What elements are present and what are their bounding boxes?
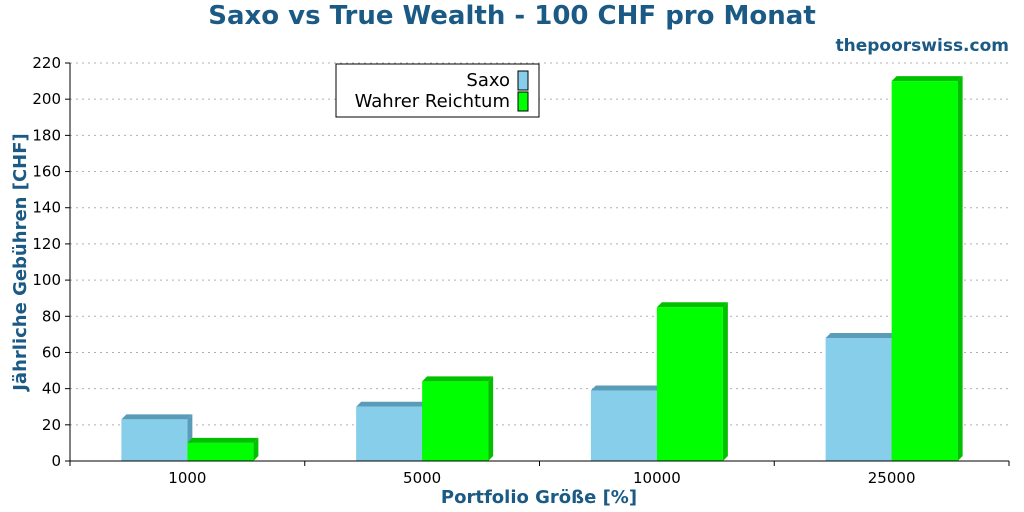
bar-front xyxy=(590,390,657,461)
legend: Saxo Wahrer Reichtum xyxy=(335,63,540,118)
x-tick-label: 25000 xyxy=(868,469,916,487)
legend-swatch-wahrer-reichtum xyxy=(517,91,529,112)
bar xyxy=(121,414,193,461)
bar xyxy=(356,401,428,461)
y-tick-label: 60 xyxy=(42,343,61,361)
y-tick-label: 180 xyxy=(32,126,61,144)
bar-top xyxy=(891,76,963,82)
bar-top xyxy=(356,401,428,407)
bar-top xyxy=(422,376,494,382)
bar xyxy=(590,385,662,461)
bar xyxy=(656,302,728,461)
legend-label-saxo: Saxo xyxy=(466,70,510,91)
y-tick-label: 220 xyxy=(32,54,61,72)
y-tick-label: 80 xyxy=(42,307,61,325)
bar xyxy=(187,437,259,461)
grid-lines xyxy=(70,62,1009,426)
chart-title: Saxo vs True Wealth - 100 CHF pro Monat xyxy=(208,1,816,31)
y-tick-label: 0 xyxy=(51,452,61,470)
x-tick-labels: 1000 5000 10000 25000 xyxy=(168,469,915,487)
axes xyxy=(65,62,1010,466)
bar xyxy=(891,76,963,461)
x-tick-label: 1000 xyxy=(168,469,206,487)
chart-credit: thepoorswiss.com xyxy=(836,36,1010,56)
y-tick-labels: 0 20 40 60 80 100 120 140 160 180 200 220 xyxy=(32,54,61,470)
y-tick-label: 40 xyxy=(42,380,61,398)
bar-top xyxy=(121,414,193,420)
bar-top xyxy=(590,385,662,391)
legend-label-wahrer-reichtum: Wahrer Reichtum xyxy=(355,91,510,112)
x-axis-label: Portfolio Größe [%] xyxy=(441,487,637,508)
y-axis-label: Jährliche Gebühren [CHF] xyxy=(10,133,31,393)
bars xyxy=(121,76,963,461)
y-tick-label: 20 xyxy=(42,416,61,434)
y-tick-label: 100 xyxy=(32,271,61,289)
bar-side xyxy=(253,437,259,461)
legend-swatch-saxo xyxy=(517,70,529,91)
legend-box xyxy=(335,63,540,118)
bar-front xyxy=(187,442,254,461)
bar xyxy=(422,376,494,461)
bar-top xyxy=(187,437,259,443)
y-tick-label: 200 xyxy=(32,90,61,108)
x-tick-label: 10000 xyxy=(633,469,681,487)
bar-side xyxy=(488,376,494,461)
bar-front xyxy=(656,307,723,461)
y-tick-label: 160 xyxy=(32,163,61,181)
y-tick-label: 140 xyxy=(32,199,61,217)
bar-front xyxy=(891,81,958,461)
y-tick-label: 120 xyxy=(32,235,61,253)
bar-front xyxy=(422,381,489,461)
bar-top xyxy=(825,332,897,338)
bar-front xyxy=(825,337,892,461)
bar-front xyxy=(356,406,423,461)
bar-front xyxy=(121,419,188,461)
bar-side xyxy=(957,76,963,461)
x-tick-label: 5000 xyxy=(403,469,441,487)
bar xyxy=(825,332,897,461)
bar-top xyxy=(656,302,728,308)
bar-side xyxy=(722,302,728,461)
